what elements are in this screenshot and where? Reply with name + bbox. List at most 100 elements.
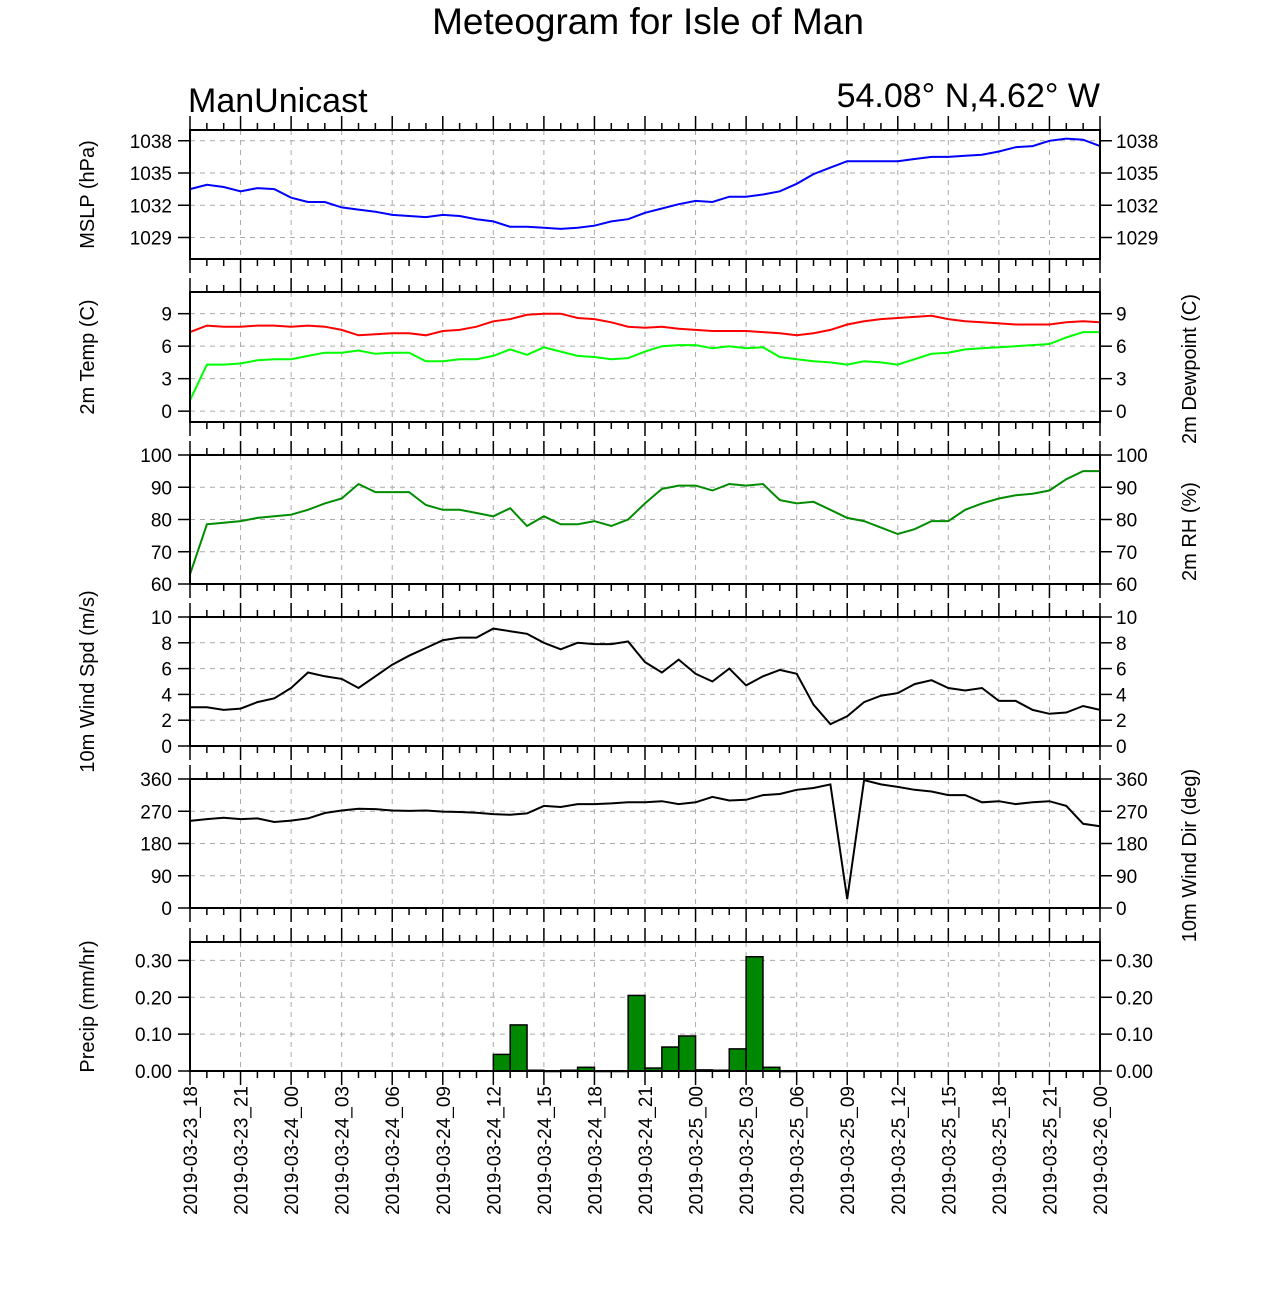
x-tick-label: 2019-03-25_15	[939, 1086, 960, 1215]
y-tick-label-right: 0.30	[1116, 951, 1153, 972]
y-tick-label-left: 1038	[130, 132, 172, 153]
y-tick-label-right: 0	[1116, 737, 1127, 758]
y-tick-label-left: 0	[161, 899, 172, 920]
model-label: ManUnicast	[188, 82, 368, 120]
y-tick-label-right: 100	[1116, 446, 1148, 467]
y-tick-label-left: 90	[151, 478, 172, 499]
x-tick-label: 2019-03-25_06	[788, 1086, 809, 1215]
y-tick-label-right: 270	[1116, 802, 1148, 823]
x-tick-label: 2019-03-25_00	[687, 1086, 708, 1215]
y-tick-label-right: 0.00	[1116, 1062, 1153, 1083]
precip-bar	[661, 1046, 680, 1072]
y-tick-label-left: 0.30	[135, 951, 172, 972]
y-tick-label-right: 8	[1116, 634, 1127, 655]
x-tick-label: 2019-03-26_00	[1091, 1086, 1112, 1215]
x-tick-labels: 2019-03-23_18 2019-03-23_21 2019-03-24_00 2…	[181, 1086, 1112, 1215]
y-tick-label-right: 1029	[1116, 229, 1158, 250]
y-tick-label-left: 1032	[130, 196, 172, 217]
y-tick-label-right: 0	[1116, 899, 1127, 920]
y-tick-label-left: 0.20	[135, 988, 172, 1009]
x-tick-label: 2019-03-24_12	[484, 1086, 505, 1215]
y-tick-label-left: 0.00	[135, 1062, 172, 1083]
y-tick-label-right: 3	[1116, 370, 1127, 391]
y-axis-title-left: 10m Wind Spd (m/s)	[77, 590, 99, 772]
y-tick-label-left: 0	[161, 737, 172, 758]
y-tick-label-right: 10	[1116, 608, 1137, 629]
x-tick-label: 2019-03-24_15	[535, 1086, 556, 1215]
y-axis-title-right: 10m Wind Dir (deg)	[1179, 769, 1201, 942]
x-tick-label: 2019-03-24_18	[585, 1086, 606, 1215]
y-tick-label-right: 1032	[1116, 196, 1158, 217]
y-tick-label-left: 90	[151, 867, 172, 888]
y-tick-label-right: 9	[1116, 305, 1127, 326]
y-tick-label-left: 2	[161, 711, 172, 732]
panel-frame	[189, 778, 1101, 909]
x-tick-label: 2019-03-25_03	[737, 1086, 758, 1215]
y-tick-label-right: 4	[1116, 685, 1127, 706]
y-tick-label-right: 1038	[1116, 132, 1158, 153]
y-tick-label-right: 360	[1116, 770, 1148, 791]
panel-frame	[189, 454, 1101, 585]
precip-bar	[728, 1048, 747, 1072]
y-axis-title-left: MSLP (hPa)	[77, 140, 99, 249]
location-label: 54.08° N,4.62° W	[837, 77, 1100, 115]
y-tick-label-left: 0	[161, 402, 172, 423]
x-tick-label: 2019-03-25_18	[990, 1086, 1011, 1215]
x-tick-label: 2019-03-24_09	[434, 1086, 455, 1215]
x-tick-label: 2019-03-24_06	[383, 1086, 404, 1215]
x-tick-label: 2019-03-25_09	[838, 1086, 859, 1215]
x-tick-label: 2019-03-24_21	[636, 1086, 657, 1215]
series-line-mslp	[189, 137, 1101, 230]
y-tick-label-right: 1035	[1116, 164, 1158, 185]
panel-frame	[189, 129, 1101, 260]
y-tick-label-left: 1035	[130, 164, 172, 185]
x-tick-label: 2019-03-25_12	[889, 1086, 910, 1215]
y-tick-label-left: 270	[140, 802, 172, 823]
y-tick-label-left: 10	[151, 608, 172, 629]
y-tick-label-left: 3	[161, 370, 172, 391]
x-tick-label: 2019-03-24_00	[282, 1086, 303, 1215]
y-tick-label-left: 180	[140, 835, 172, 856]
series-line-wind	[190, 627, 1101, 726]
y-axis-title-left: 2m Temp (C)	[77, 299, 99, 414]
y-tick-label-left: 6	[161, 337, 172, 358]
y-tick-label-right: 6	[1116, 337, 1127, 358]
y-tick-label-left: 60	[151, 575, 172, 596]
y-tick-label-right: 0.20	[1116, 988, 1153, 1009]
precip-bar	[492, 1053, 511, 1072]
panel-5: 0 0 90 90 180 180 270 270 360 360 10m Wind Dir (de…	[140, 765, 1201, 942]
y-tick-label-right: 70	[1116, 543, 1137, 564]
y-tick-label-right: 90	[1116, 478, 1137, 499]
y-tick-label-left: 80	[151, 511, 172, 532]
precip-bar	[509, 1024, 528, 1072]
y-tick-label-left: 4	[161, 685, 172, 706]
panel-1: 1029 1029 1032 1032 1035 1035 1038 1038 MSLP (hP…	[77, 116, 1158, 273]
x-tick-label: 2019-03-23_18	[181, 1086, 202, 1215]
y-tick-label-right: 0.10	[1116, 1025, 1153, 1046]
precip-bar	[745, 955, 764, 1072]
panel-2: 0 0 3 3 6 6 9 9 2m Temp (C) 2m Dewpoint (C)	[77, 278, 1201, 444]
y-tick-label-left: 6	[161, 660, 172, 681]
y-axis-title-left: Precip (mm/hr)	[77, 940, 99, 1072]
y-tick-label-right: 6	[1116, 660, 1127, 681]
x-tick-label: 2019-03-25_21	[1040, 1086, 1061, 1215]
x-tick-label: 2019-03-23_21	[232, 1086, 253, 1215]
y-tick-label-left: 9	[161, 305, 172, 326]
y-tick-label-left: 0.10	[135, 1025, 172, 1046]
y-tick-label-right: 2	[1116, 711, 1127, 732]
precip-bar	[677, 1035, 697, 1072]
y-tick-label-right: 80	[1116, 511, 1137, 532]
precip-bar	[627, 994, 646, 1072]
y-tick-label-left: 1029	[130, 229, 172, 250]
panel-frame	[189, 291, 1101, 423]
y-tick-label-right: 0	[1116, 402, 1127, 423]
panel-frame	[189, 616, 1101, 747]
panel-frame	[189, 941, 1101, 1072]
series-line-rh	[189, 470, 1100, 575]
y-tick-label-right: 90	[1116, 867, 1137, 888]
y-tick-label-left: 100	[140, 446, 172, 467]
y-tick-label-left: 360	[140, 770, 172, 791]
